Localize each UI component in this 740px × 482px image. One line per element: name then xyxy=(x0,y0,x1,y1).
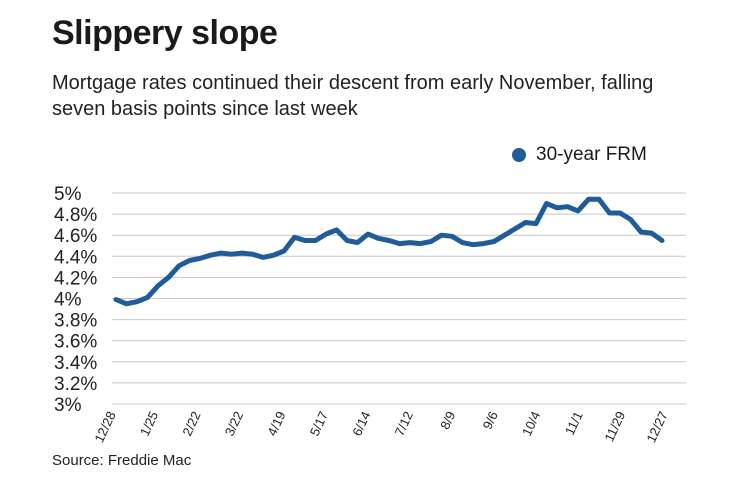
y-tick-label: 4.4% xyxy=(54,247,97,268)
x-tick-label: 8/9 xyxy=(437,409,458,432)
y-tick-label: 4% xyxy=(54,290,82,311)
y-tick-label: 4.8% xyxy=(54,205,97,226)
x-tick-label: 11/1 xyxy=(562,409,586,437)
y-tick-label: 4.6% xyxy=(54,226,97,247)
legend-marker xyxy=(512,148,526,162)
y-tick-label: 3.8% xyxy=(54,311,97,332)
x-axis: 12/28 1/25 2/22 3/22 4/19 5/17 6/14 7/12 8/9 9/6 1… xyxy=(91,409,670,445)
y-tick-label: 3% xyxy=(54,395,82,416)
y-tick-label: 4.2% xyxy=(54,268,97,289)
y-tick-label: 5% xyxy=(54,184,82,205)
y-tick-label: 3.2% xyxy=(54,374,97,395)
legend: 30-year FRM xyxy=(512,144,647,166)
x-tick-label: 5/17 xyxy=(307,409,331,438)
x-tick-label: 7/12 xyxy=(392,409,416,438)
x-tick-label: 9/6 xyxy=(480,409,501,432)
y-tick-label: 3.6% xyxy=(54,332,97,353)
x-tick-label: 1/25 xyxy=(137,409,161,438)
chart-title: Slippery slope xyxy=(52,14,278,52)
series-line-30-year-frm xyxy=(113,196,665,307)
x-tick-label: 11/29 xyxy=(601,409,628,444)
x-tick-label: 4/19 xyxy=(264,409,288,438)
chart-subtitle: Mortgage rates continued their descent f… xyxy=(52,72,654,120)
x-tick-label: 6/14 xyxy=(349,409,373,438)
x-tick-label: 12/28 xyxy=(91,409,118,445)
y-axis: 5%4.8%4.6%4.4%4.2%4%3.8%3.6%3.4%3.2%3% xyxy=(54,184,97,416)
x-tick-label: 10/4 xyxy=(519,409,543,438)
x-tick-label: 2/22 xyxy=(179,409,203,438)
x-tick-label: 3/22 xyxy=(222,409,246,438)
gridlines xyxy=(112,192,686,405)
legend-label: 30-year FRM xyxy=(536,144,647,165)
source-note: Source: Freddie Mac xyxy=(52,452,192,469)
x-tick-label: 12/27 xyxy=(643,409,670,445)
series-layer xyxy=(113,196,665,307)
y-tick-label: 3.4% xyxy=(54,353,97,374)
